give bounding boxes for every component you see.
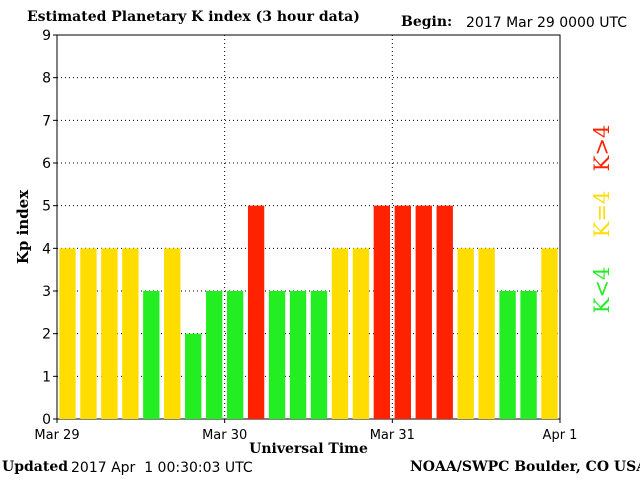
- kp-bar: [268, 291, 286, 419]
- plot-frame: [56, 34, 561, 420]
- legend-low: K<4: [590, 267, 614, 314]
- y-tick-label: 7: [42, 113, 51, 129]
- source-credit: NOAA/SWPC Boulder, CO USA: [410, 459, 640, 475]
- kp-bar: [499, 291, 516, 419]
- kp-bar: [436, 205, 453, 419]
- kp-bar: [310, 291, 328, 419]
- kp-bar: [373, 205, 391, 419]
- x-tick-label: Mar 29: [34, 428, 79, 443]
- y-tick-label: 4: [42, 241, 51, 257]
- kp-bar: [59, 248, 76, 419]
- kp-bar: [457, 248, 474, 419]
- x-tick-label: Mar 31: [370, 428, 415, 443]
- y-tick-label: 6: [42, 156, 51, 172]
- kp-bar: [247, 205, 265, 419]
- kp-bar: [520, 291, 537, 419]
- y-tick-label: 1: [42, 369, 51, 385]
- kp-bar: [101, 248, 118, 419]
- updated-value: 2017 Apr 1 00:30:03 UTC: [71, 460, 253, 476]
- kp-bar: [394, 205, 411, 419]
- kp-bar: [226, 291, 244, 419]
- kp-bar: [415, 205, 432, 419]
- y-tick-label: 2: [42, 327, 51, 343]
- kp-bar: [122, 248, 139, 419]
- x-tick-label: Mar 30: [202, 428, 247, 443]
- y-tick-label: 3: [42, 284, 51, 300]
- kp-bar: [478, 248, 495, 419]
- begin-label: Begin:: [401, 14, 453, 30]
- chart-title: Estimated Planetary K index (3 hour data…: [27, 9, 360, 25]
- kp-bar: [185, 333, 202, 419]
- legend-high: K>4: [590, 125, 614, 172]
- updated-label: Updated: [2, 459, 69, 475]
- y-axis-label: Kp index: [14, 189, 32, 264]
- y-tick-label: 5: [42, 199, 51, 215]
- y-tick-label: 9: [42, 28, 51, 44]
- x-axis-label: Universal Time: [249, 441, 368, 457]
- kp-bar: [206, 291, 223, 419]
- y-tick-label: 0: [42, 412, 51, 428]
- y-tick-label: 8: [42, 71, 51, 87]
- legend-mid: K=4: [590, 191, 614, 238]
- kp-bar: [331, 248, 349, 419]
- kp-bar: [352, 248, 370, 419]
- begin-value: 2017 Mar 29 0000 UTC: [466, 15, 628, 31]
- kp-bar: [289, 291, 307, 419]
- kp-bar: [80, 248, 97, 419]
- kp-bar: [541, 248, 558, 419]
- kp-bar: [143, 291, 160, 419]
- x-tick-label: Apr 1: [543, 428, 578, 443]
- kp-bar: [164, 248, 181, 419]
